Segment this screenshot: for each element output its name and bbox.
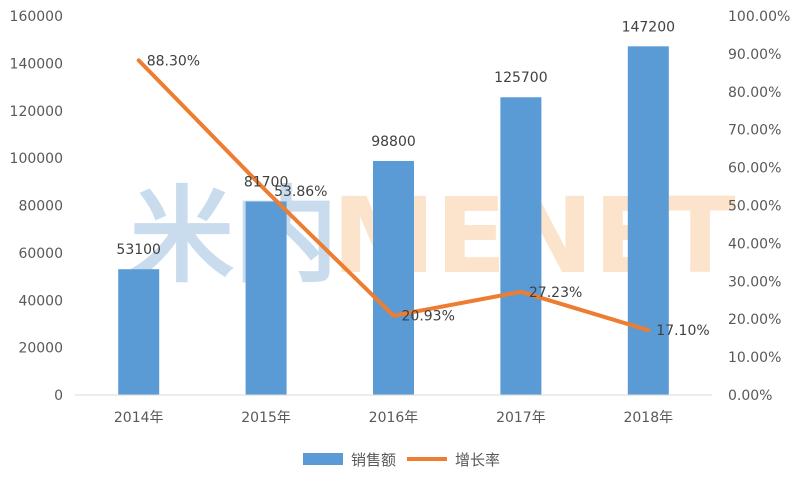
y-left-tick-label: 160000 bbox=[10, 9, 63, 25]
x-tick-label: 2016年 bbox=[369, 410, 419, 426]
y-left-tick-label: 40000 bbox=[18, 293, 63, 309]
line-value-label: 53.86% bbox=[274, 184, 327, 200]
y-right-tick-label: 40.00% bbox=[728, 236, 781, 252]
bar bbox=[500, 97, 542, 396]
y-right-tick-label: 60.00% bbox=[728, 161, 781, 177]
bar bbox=[118, 269, 160, 395]
watermark-prefix: 米内 bbox=[130, 175, 338, 297]
x-tick-label: 2015年 bbox=[241, 410, 291, 426]
y-left-tick-label: 0 bbox=[54, 388, 63, 404]
y-left-tick-label: 20000 bbox=[18, 341, 63, 357]
growth-line bbox=[136, 58, 651, 333]
line-value-label: 88.30% bbox=[147, 53, 200, 69]
x-tick-label: 2017年 bbox=[496, 410, 546, 426]
y-left-tick-label: 140000 bbox=[10, 56, 63, 72]
bar bbox=[373, 160, 414, 395]
x-tick-label: 2014年 bbox=[114, 410, 164, 426]
bar-series bbox=[118, 46, 669, 396]
y-right-tick-label: 90.00% bbox=[728, 47, 781, 63]
line-value-label: 27.23% bbox=[529, 285, 582, 301]
y-left-tick-label: 120000 bbox=[10, 104, 63, 120]
bar bbox=[245, 201, 287, 395]
bar-data-labels: 53100 81700 98800 125700 147200 bbox=[116, 19, 675, 258]
y-right-tick-label: 0.00% bbox=[728, 388, 772, 404]
bar-value-label: 81700 bbox=[244, 174, 289, 190]
legend-swatch-sales bbox=[303, 453, 343, 465]
legend-label-growth: 增长率 bbox=[455, 451, 500, 469]
right-axis: 0.00% 10.00% 20.00% 30.00% 40.00% 50.00% 60.00… bbox=[728, 9, 790, 404]
line-series bbox=[136, 58, 651, 333]
bar-value-label: 98800 bbox=[371, 134, 416, 150]
y-right-tick-label: 50.00% bbox=[728, 199, 781, 215]
y-right-tick-label: 20.00% bbox=[728, 312, 781, 328]
y-left-tick-label: 60000 bbox=[18, 246, 63, 262]
bar-value-label: 53100 bbox=[116, 242, 161, 258]
y-left-tick-label: 80000 bbox=[18, 199, 63, 215]
y-right-tick-label: 30.00% bbox=[728, 274, 781, 290]
y-right-tick-label: 100.00% bbox=[728, 9, 790, 25]
y-left-tick-label: 100000 bbox=[10, 151, 63, 167]
legend: 销售额 增长率 bbox=[303, 451, 500, 469]
line-value-label: 17.10% bbox=[656, 323, 709, 339]
line-data-labels: 88.30% 53.86% 20.93% 27.23% 17.10% bbox=[147, 53, 710, 339]
y-right-tick-label: 10.00% bbox=[728, 350, 781, 366]
y-right-tick-label: 70.00% bbox=[728, 123, 781, 139]
line-value-label: 20.93% bbox=[402, 309, 455, 325]
legend-label-sales: 销售额 bbox=[351, 451, 396, 469]
bar-value-label: 147200 bbox=[622, 19, 675, 35]
y-right-tick-label: 80.00% bbox=[728, 85, 781, 101]
bar bbox=[627, 46, 669, 395]
left-axis: 0 20000 40000 60000 80000 100000 120000 140000 1… bbox=[10, 9, 63, 404]
x-axis: 2014年 2015年 2016年 2017年 2018年 bbox=[114, 410, 673, 426]
x-tick-label: 2018年 bbox=[623, 410, 673, 426]
bar-value-label: 125700 bbox=[494, 70, 547, 86]
